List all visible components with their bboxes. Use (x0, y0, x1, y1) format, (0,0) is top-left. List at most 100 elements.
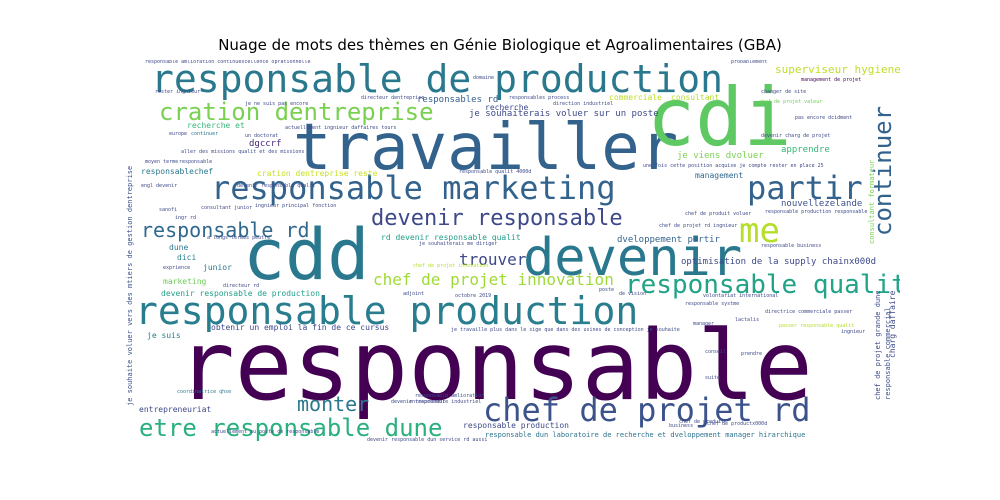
word-optimisation-supply-chain: optimisation de la supply chainx000d (681, 257, 877, 267)
word-superviseur-hygiene: superviseur hygiene (775, 63, 900, 76)
word-recherche: recherche (485, 103, 529, 112)
word-responsable-systme: responsable systme (685, 301, 740, 307)
word-responsables-process: responsables process (509, 95, 570, 101)
word-ingr-rd: ingr rd (175, 215, 197, 221)
word-ingnieur: ingnieur (841, 329, 866, 335)
word-chef-de-projet-rd: chef de projet rd (483, 391, 811, 429)
word-devenir-responsable-dun-service: devenir responsable dun service rd aussi (367, 437, 488, 443)
word-dveloppement-partir: dveloppement partir (617, 235, 720, 245)
word-devenir: devenir (523, 228, 743, 288)
word-chef-grande-dune-vertical: chef de projet grande dune (874, 290, 882, 400)
word-responsable-amelioration-continue: responsable amlioration continuexcellenc… (145, 60, 311, 65)
word-responsable-qualit: responsable qualit (625, 270, 900, 300)
word-me: me (739, 211, 780, 251)
word-management-de-projet: management de projet (801, 77, 862, 83)
word-responsable-qualit-4000d: responsable qualit 4000d (459, 169, 532, 175)
word-moyen-terme: moyen terme (145, 159, 179, 165)
word-ingnieur-principal-fonction: ingnieur principal fonction (255, 203, 337, 209)
word-prendre: prendre (741, 351, 763, 357)
word-responsable-rd: responsable rd (141, 218, 310, 242)
word-dici: dici (177, 253, 197, 262)
word-directeur-rd: directeur rd (223, 283, 260, 289)
word-a-longs-termes: a longs termes peutre (207, 235, 271, 241)
word-domaine: domaine (473, 75, 495, 81)
word-devenir-responsable: devenir responsable (371, 206, 623, 231)
word-changer-de-site: changer de site (761, 89, 807, 95)
word-actuellement-au-poste: actuellement au poste de responsable (211, 429, 320, 435)
word-devenir-responsable-qualit-small: devenir responsable qualit (237, 183, 316, 189)
word-recherche-et: recherche et (187, 121, 245, 130)
word-dun-laboratoire: responsable dun laboratoire de recherche… (485, 431, 806, 439)
word-cloud: responsable travailler cdd cdi devenir r… (125, 60, 900, 445)
word-responsable: responsable (177, 310, 813, 422)
word-obtenir-un-emploi: obtenir un emploi la fin de ce cursus (211, 323, 390, 332)
word-directrice-commerciale-passer: directrice commerciale passer (765, 309, 853, 315)
word-de-vision: de vision (619, 291, 647, 297)
word-chef-de-projet-innovation-small: chef de projet innovation (413, 263, 489, 269)
word-cration-dentreprise: cration dentreprise (159, 98, 434, 126)
word-je-souhaiterais-voluer: je souhaiterais voluer sur un poste (469, 109, 659, 119)
word-chef-de-productx000d: chef de productx000d (707, 421, 768, 427)
word-pas-encore-dcidment: pas encore dcidment (795, 115, 853, 121)
word-sanofi: sanofi (159, 207, 178, 213)
word-cration-dentreprise-reste: cration dentreprise reste (257, 169, 378, 178)
word-direction-industriel: direction industriel (553, 101, 614, 107)
word-travailler: travailler (293, 111, 679, 185)
word-poste: poste (599, 287, 615, 293)
word-actuellement-ingnieur: actuellement ingnieur daffaires tours (285, 125, 397, 131)
word-responsable-marketing: responsable marketing (211, 169, 616, 207)
word-rester-ingnieur: rester ingnieur (155, 89, 201, 95)
word-manager: manager (693, 321, 715, 327)
word-charg-daffaire-vertical: charg daffaire (888, 290, 897, 358)
word-un-doctorat: un doctorat (245, 133, 279, 139)
word-responsable-small: responsable (179, 159, 213, 165)
word-chef-de-projet-rd-ingnieur: chef de projet rd ingnieur (659, 223, 738, 229)
word-aller-des-missions: aller des missions qualit et des mission… (181, 149, 305, 155)
word-responsable-production: responsable production (135, 289, 639, 333)
word-responsables-rd: responsables rd (417, 95, 499, 105)
word-conseil: conseil (705, 349, 727, 355)
word-rd-devenir-responsable-qualit: rd devenir responsable qualit (381, 233, 521, 242)
word-coordinatrice-qhse: coordinatrice qhse (177, 389, 232, 395)
word-apprendre: apprendre (781, 145, 830, 155)
word-business: business (669, 423, 694, 429)
word-je-ne-suis-pas-encore: je ne suis pas encore (245, 101, 309, 107)
word-adjoint: adjoint (403, 291, 425, 297)
word-devenir-responsable-industriel: devenir responsable industriel (391, 399, 482, 405)
word-dune: dune (169, 243, 189, 252)
word-consultant: consultant (671, 93, 720, 102)
word-chef-de-produit: chef de produit (679, 419, 725, 425)
word-continuer-small: continuer (191, 131, 219, 137)
word-consultant-junior: consultant junior (201, 205, 253, 211)
word-responsablechef: responsablechef (141, 167, 214, 176)
word-trouver: trouver (459, 250, 527, 269)
word-chef-de-projet-innovation: chef de projet innovation (373, 270, 614, 289)
word-chef-de-produit-voluer: chef de produit voluer (685, 211, 752, 217)
word-je-suis: je suis (147, 331, 181, 340)
word-directeur-dentreprise: directeur dentreprise (361, 95, 425, 101)
word-responsable-amlioration: responsable amlioration (415, 393, 485, 399)
word-une-fois-cette-position: une fois cette position acquise je compt… (643, 163, 824, 169)
word-partir: partir (747, 169, 863, 207)
word-responsable-production-responsable: responsable production responsable (765, 209, 868, 215)
word-exprience: exprience (163, 265, 191, 271)
word-suite: suite (705, 375, 721, 381)
word-monter: monter (297, 392, 370, 416)
word-entrepreneuriat: entrepreneuriat (139, 405, 212, 414)
word-passer-responsable-qualit: passer responsable qualit (779, 323, 855, 329)
word-octobre-2019: octobre 2019 (455, 293, 492, 299)
word-management: management (695, 171, 744, 180)
word-je-viens-dvoluer: je viens dvoluer (677, 151, 764, 161)
word-etre-responsable-dune: etre responsable dune (139, 414, 443, 442)
word-marketing: marketing (163, 277, 207, 286)
word-je-travaille-plus: je travaille plus dans le sige que dans … (451, 327, 680, 333)
word-volontariat-international: volontariat international (703, 293, 779, 299)
word-lactalis: lactalis (735, 317, 760, 323)
word-nouvellezelande: nouvellezelande (781, 199, 863, 209)
word-europe: europe (169, 131, 188, 137)
word-responsable-de-production: responsable de production (151, 60, 723, 101)
word-chef-de-projet-valeur: chef de projet valeur (759, 99, 823, 105)
word-devenir-responsable-de-production: devenir responsable de production (161, 289, 320, 298)
word-probablement: probablement (731, 60, 768, 65)
word-responsable-production-small: responsable production (463, 421, 569, 430)
